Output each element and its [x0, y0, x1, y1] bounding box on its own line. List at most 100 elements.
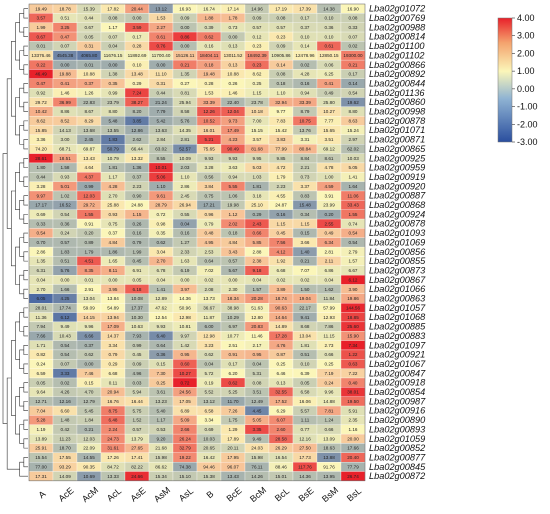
cell-value: 13.12 — [203, 399, 215, 404]
cell-value: 3.18 — [253, 193, 262, 198]
cell-value: 16.76 — [107, 399, 119, 404]
dendrogram-branch — [11, 190, 16, 267]
cell-value: 6.68 — [109, 371, 118, 376]
cell-value: 2.73 — [325, 343, 334, 348]
cell-value: 0.20 — [325, 212, 334, 217]
cell-value: 6.34 — [325, 240, 334, 245]
cell-value: 0.24 — [325, 380, 334, 385]
cell-value: 10.77 — [227, 334, 239, 339]
cell-value: 2.35 — [349, 418, 358, 423]
cell-value: 6.58 — [301, 390, 310, 395]
cell-value: 14.88 — [323, 399, 335, 404]
cell-value: 0.02 — [61, 380, 70, 385]
cell-value: 0.61 — [325, 44, 334, 49]
cell-value: 0.17 — [349, 72, 358, 77]
cell-value: 8.62 — [253, 72, 262, 77]
cell-value: 16.90 — [347, 6, 359, 11]
cell-value: 0.91 — [229, 352, 238, 357]
cell-value: 12.54 — [155, 315, 167, 320]
cell-value: 1.80 — [37, 165, 46, 170]
cell-value: 9.96 — [325, 390, 334, 395]
cell-value: 0.92 — [37, 90, 46, 95]
cell-value: 12.04 — [227, 109, 239, 114]
cell-value: 8.80 — [349, 109, 358, 114]
cell-value: 0.54 — [349, 90, 358, 95]
row-label: Lba02g00998 — [369, 107, 426, 117]
cell-value: 0.55 — [181, 212, 190, 217]
row-label: Lba02g00863 — [369, 294, 426, 304]
cell-value: 0.35 — [109, 81, 118, 86]
cell-value: 0.37 — [133, 175, 142, 180]
cell-value: 19300.00 — [343, 53, 363, 58]
cell-value: 0.54 — [349, 240, 358, 245]
cell-value: 22.09 — [83, 446, 95, 451]
dendrogram-branch — [23, 401, 28, 412]
row-label: Lba02g01072 — [369, 4, 425, 14]
cell-value: 5.45 — [85, 408, 94, 413]
cell-value: 2.24 — [109, 427, 118, 432]
cell-value: 0.37 — [301, 25, 310, 30]
cell-value: 28.79 — [155, 203, 167, 208]
cell-value: 12.89 — [155, 296, 167, 301]
cell-value: 8.61 — [325, 156, 334, 161]
cell-value: 5.42 — [157, 118, 166, 123]
cell-value: 9.93 — [205, 156, 214, 161]
cell-value: 8.29 — [85, 118, 94, 123]
cell-value: 0.62 — [205, 352, 214, 357]
cell-value: 0.62 — [157, 240, 166, 245]
row-label: Lba02g00865 — [369, 144, 426, 154]
cell-value: 4.59 — [325, 184, 334, 189]
cell-value: 2.81 — [181, 137, 190, 142]
cell-value: 4.51 — [85, 259, 94, 264]
cell-value: 0.94 — [301, 90, 310, 95]
cell-value: 0.00 — [61, 277, 70, 282]
cell-value: 3.83 — [277, 137, 286, 142]
row-label: Lba02g01057 — [369, 303, 426, 313]
cell-value: 66.44 — [131, 147, 143, 152]
row-label: Lba02g01067 — [369, 359, 426, 369]
cell-value: 0.18 — [277, 81, 286, 86]
column-label: AcM — [80, 485, 100, 504]
cell-value: 17.66 — [347, 446, 359, 451]
cell-value: 1.40 — [301, 249, 310, 254]
cell-value: 1.06 — [229, 193, 238, 198]
cell-value: 9.93 — [157, 324, 166, 329]
row-label: Lba02g00868 — [369, 200, 426, 210]
cell-value: 24.03 — [251, 446, 263, 451]
cell-value: 80.84 — [299, 147, 311, 152]
cell-value: 18.85 — [347, 315, 359, 320]
cell-value: 2.23 — [277, 184, 286, 189]
cell-value: 50.96 — [179, 305, 191, 310]
row-label: Lba02g00871 — [369, 135, 425, 145]
dendrogram-branch — [15, 172, 20, 210]
cell-value: 0.45 — [277, 231, 286, 236]
cell-value: 1.15 — [253, 90, 262, 95]
cell-value: 15.98 — [251, 455, 263, 460]
cell-value: 9.97 — [37, 193, 46, 198]
cell-value: 1.75 — [229, 418, 238, 423]
cell-value: 0.27 — [181, 81, 190, 86]
cell-value: 2.53 — [205, 249, 214, 254]
cell-value: 25.10 — [251, 203, 263, 208]
cell-value: 0.23 — [253, 62, 262, 67]
dendrogram-branch — [15, 246, 20, 285]
cell-value: 0.82 — [37, 352, 46, 357]
cell-value: 7.22 — [349, 371, 358, 376]
cell-value: 0.01 — [85, 277, 94, 282]
cell-value: 84.72 — [107, 464, 119, 469]
cell-value: 0.08 — [277, 72, 286, 77]
cell-value: 0.29 — [109, 362, 118, 367]
cell-value: 11.15 — [323, 334, 335, 339]
cell-value: 15.10 — [179, 474, 191, 479]
row-label: Lba02g00883 — [369, 331, 426, 341]
cell-value: 20.44 — [131, 6, 143, 11]
cell-value: 81.68 — [251, 147, 263, 152]
cell-value: 82.22 — [131, 464, 143, 469]
cell-value: 0.06 — [325, 62, 334, 67]
cell-value: 0.99 — [85, 184, 94, 189]
column-label: BcL — [273, 486, 291, 504]
cell-value: 0.37 — [109, 231, 118, 236]
cell-value: 1.38 — [109, 72, 118, 77]
cell-value: 19.22 — [179, 455, 191, 460]
cell-value: 5.05 — [349, 165, 358, 170]
